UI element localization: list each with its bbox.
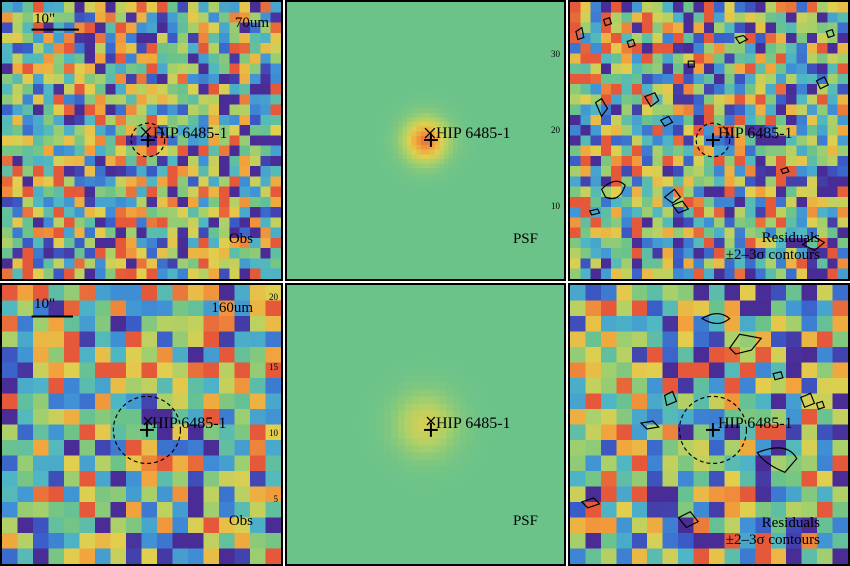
source-label: HIP 6485-1 [436, 415, 511, 432]
residual-160um-image [570, 285, 848, 564]
source-label: HIP 6485-1 [718, 415, 793, 432]
axis-tick-label: 5 [273, 494, 279, 504]
obs-label: Obs [228, 231, 253, 247]
psf-160um-overlay [424, 416, 438, 437]
axis-tick-label: 20 [269, 292, 278, 302]
contour-level-note: ±2–3σ contours [725, 246, 820, 263]
aperture-circle [695, 122, 731, 158]
psf-160um-panel: HIP 6485-1 PSF [285, 283, 566, 566]
band-label: 160um [211, 300, 253, 316]
source-cross-marker [140, 423, 154, 437]
band-label: 70um [234, 15, 269, 31]
source-cross-marker [706, 133, 720, 147]
axis-tick-label: 20 [551, 125, 560, 135]
residuals-label: Residuals ±2–3σ contours [726, 515, 820, 550]
residuals-title: Residuals [761, 514, 820, 531]
axis-tick-label: 30 [551, 49, 560, 59]
source-cross-marker [141, 133, 155, 147]
source-x-marker [426, 416, 436, 426]
residual-contours [575, 17, 835, 252]
psf-70um-panel: 30 20 10 HIP 6485-1 PSF [285, 0, 566, 281]
source-x-marker [424, 127, 436, 139]
contour-level-note: ±2–3σ contours [725, 531, 820, 548]
residual-70um-panel: HIP 6485-1 Residuals ±2–3σ contours [568, 0, 850, 281]
psf-label: PSF [512, 231, 538, 247]
source-label: HIP 6485-1 [436, 125, 511, 142]
residual-70um-overlay [575, 17, 835, 252]
residuals-label: Residuals ±2–3σ contours [726, 230, 820, 265]
scale-bar-label: 10" [34, 296, 56, 312]
source-label: HIP 6485-1 [718, 125, 793, 142]
residual-contours [580, 313, 826, 529]
psf-label: PSF [512, 513, 538, 529]
aperture-circle [678, 395, 748, 465]
source-label: HIP 6485-1 [152, 415, 227, 432]
obs-70um-overlay [31, 28, 166, 158]
residuals-title: Residuals [761, 229, 820, 246]
obs-160um-overlay [31, 315, 182, 465]
source-x-marker [140, 126, 152, 138]
obs-160um-image [2, 285, 281, 564]
aperture-circle [130, 122, 166, 158]
residual-160um-overlay [580, 313, 826, 529]
source-cross-marker [424, 423, 438, 437]
source-label: HIP 6485-1 [153, 125, 228, 142]
residual-160um-panel: HIP 6485-1 Residuals ±2–3σ contours [568, 283, 850, 566]
psf-160um-image [287, 285, 564, 564]
scale-bar-label: 10" [34, 11, 56, 27]
source-cross-marker [706, 423, 720, 437]
source-cross-marker [424, 133, 438, 147]
aperture-circle [112, 395, 182, 465]
obs-label: Obs [228, 513, 253, 529]
obs-70um-panel: 10" 70um HIP 6485-1 Obs [0, 0, 283, 281]
psf-70um-overlay [424, 127, 438, 147]
obs-160um-panel: 10" 160um 20 15 10 5 HIP 6485-1 Obs [0, 283, 283, 566]
axis-tick-label: 10 [551, 201, 560, 211]
axis-tick-label: 15 [269, 362, 278, 372]
axis-tick-label: 10 [269, 428, 278, 438]
source-x-marker [143, 416, 153, 426]
